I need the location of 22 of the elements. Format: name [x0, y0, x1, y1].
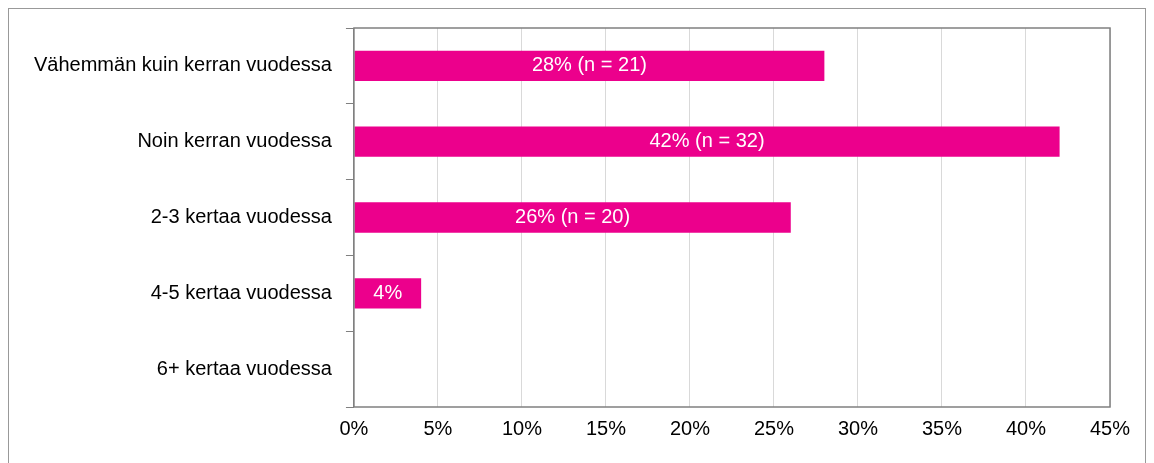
data-label: 26% (n = 20) — [515, 205, 631, 228]
x-tick-label: 0% — [339, 416, 369, 439]
x-tick-label: 30% — [837, 416, 879, 439]
x-tick-label: 20% — [669, 416, 711, 439]
y-tick-label: Noin kerran vuodessa — [137, 129, 333, 152]
x-tick-label: 25% — [753, 416, 795, 439]
bar — [354, 50, 825, 82]
data-label: 4% — [373, 280, 403, 303]
x-tick-label: 5% — [423, 416, 453, 439]
x-tick-label: 45% — [1089, 416, 1131, 439]
bar — [354, 126, 1060, 157]
y-tick-label: 6+ kertaa vuodessa — [156, 356, 333, 379]
x-tick-label: 35% — [921, 416, 963, 439]
y-tick-label: Vähemmän kuin kerran vuodessa — [33, 53, 333, 76]
y-tick-label: 4-5 kertaa vuodessa — [150, 280, 333, 303]
data-label: 42% (n = 32) — [649, 129, 765, 152]
x-tick-label: 10% — [501, 416, 543, 439]
x-tick-label: 40% — [1005, 416, 1047, 439]
bar — [354, 202, 791, 233]
y-tick-label: 2-3 kertaa vuodessa — [150, 205, 333, 228]
data-label: 28% (n = 21) — [531, 53, 647, 76]
x-tick-label: 15% — [585, 416, 627, 439]
